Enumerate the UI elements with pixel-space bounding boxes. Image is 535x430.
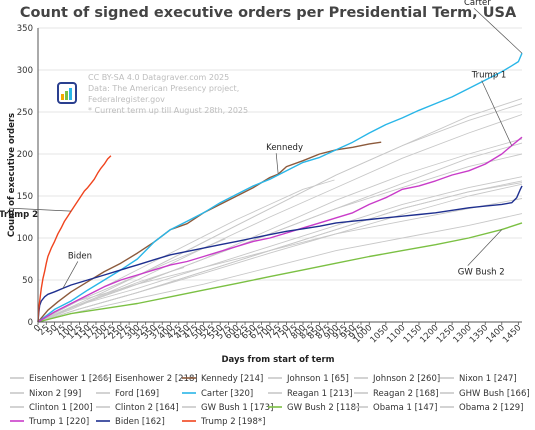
credit-block: CC BY-SA 4.0 Datagraver.com 2025 Data: T… (57, 73, 248, 115)
credit-line-data-source-2: Federalregister.gov (88, 95, 165, 104)
annotation-leader-gw-bush-2 (467, 229, 503, 266)
series-line-clinton-1 (37, 153, 523, 323)
legend-item-gw-bush-2: GW Bush 2 [118] (287, 403, 359, 413)
series-line-clinton-2 (37, 183, 523, 323)
y-tick-label-300: 300 (17, 66, 33, 76)
series-line-reagan-2 (37, 180, 523, 323)
x-tick-label-0: 0 (32, 323, 43, 334)
legend-item-obama-1: Obama 1 [147] (373, 403, 437, 413)
series-line-gw-bush-1 (37, 176, 523, 323)
legend-item-eisenhower-1: Eisenhower 1 [266] (29, 374, 112, 384)
legend-item-gw-bush-1: GW Bush 1 [173] (201, 403, 273, 413)
legend-item-eisenhower-2: Eisenhower 2 [218] (115, 374, 198, 384)
y-tick-label-150: 150 (17, 192, 33, 202)
annotation-leader-trump-1 (481, 80, 513, 146)
series-line-carter (37, 52, 523, 323)
legend-item-trump-1: Trump 1 [220] (28, 417, 89, 427)
credit-line-note: * Current term up till August 28th, 2025 (88, 106, 248, 115)
series-line-gw-bush-2 (37, 222, 523, 323)
series-line-obama-1 (37, 198, 523, 323)
legend-item-johnson-1: Johnson 1 [65] (286, 374, 349, 384)
series-line-trump-1 (37, 136, 523, 323)
logo-icon (57, 82, 77, 104)
series-lines (37, 52, 523, 323)
series-line-biden (37, 185, 523, 323)
legend-item-trump-2: Trump 2 [198*] (200, 417, 265, 427)
credit-line-license: CC BY-SA 4.0 Datagraver.com 2025 (88, 73, 229, 82)
grid-lines (38, 27, 522, 281)
legend-item-kennedy: Kennedy [214] (201, 374, 263, 384)
y-tick-label-50: 50 (22, 276, 33, 286)
legend-item-nixon-1: Nixon 1 [247] (459, 374, 517, 384)
chart-title: Count of signed executive orders per Pre… (20, 5, 517, 21)
legend-item-clinton-2: Clinton 2 [164] (115, 403, 179, 413)
y-tick-label-250: 250 (17, 108, 33, 118)
legend-item-ford: Ford [169] (115, 389, 159, 399)
annotation-leader-trump-2 (9, 207, 72, 212)
y-tick-label-200: 200 (17, 150, 33, 160)
legend-item-obama-2: Obama 2 [129] (459, 403, 523, 413)
x-tick-label-1450: 1450 (501, 323, 523, 345)
series-line-eisenhower-2 (37, 138, 523, 323)
legend-item-reagan-2: Reagan 2 [168] (373, 389, 439, 399)
annotation-kennedy: Kennedy (266, 143, 303, 153)
y-axis-label: Count of executive orders (7, 113, 17, 237)
legend-item-ghw-bush: GHW Bush [166] (459, 389, 530, 399)
annotation-leader-biden (62, 261, 79, 289)
annotation-biden: Biden (68, 251, 92, 261)
y-tick-label-100: 100 (17, 234, 33, 244)
credit-line-data-source: Data: The American Presency project, (88, 84, 239, 93)
y-tick-label-350: 350 (17, 24, 33, 34)
legend-item-biden: Biden [162] (115, 417, 165, 427)
legend-item-clinton-1: Clinton 1 [200] (29, 403, 93, 413)
annotation-gw-bush-2: GW Bush 2 (458, 268, 505, 278)
series-line-obama-2 (37, 213, 523, 323)
annotation-leader-kennedy (275, 153, 279, 175)
x-axis-label: Days from start of term (221, 355, 334, 365)
annotation-carter: Carter (464, 0, 491, 8)
annotation-trump-2: Trump 2 (0, 210, 38, 220)
series-line-kennedy (37, 141, 382, 323)
axes: 0501001502002503003500255075100125150175… (17, 24, 524, 345)
annotations: Carter Kennedy Trump 1 Trump 2 Biden GW Bush … (0, 0, 523, 289)
annotation-trump-1: Trump 1 (471, 71, 507, 81)
series-line-nixon-1 (37, 114, 523, 323)
legend: Eisenhower 1 [266] Eisenhower 2 [218] Kenn… (10, 374, 530, 427)
series-line-johnson-2 (37, 103, 523, 323)
legend-item-reagan-1: Reagan 1 [213] (287, 389, 353, 399)
annotation-leader-carter (473, 7, 523, 54)
series-line-trump-2 (37, 155, 112, 323)
legend-item-carter: Carter [320] (201, 389, 253, 399)
legend-item-nixon-2: Nixon 2 [99] (29, 389, 81, 399)
y-tick-label-0: 0 (28, 318, 33, 328)
legend-item-johnson-2: Johnson 2 [260] (372, 374, 440, 384)
